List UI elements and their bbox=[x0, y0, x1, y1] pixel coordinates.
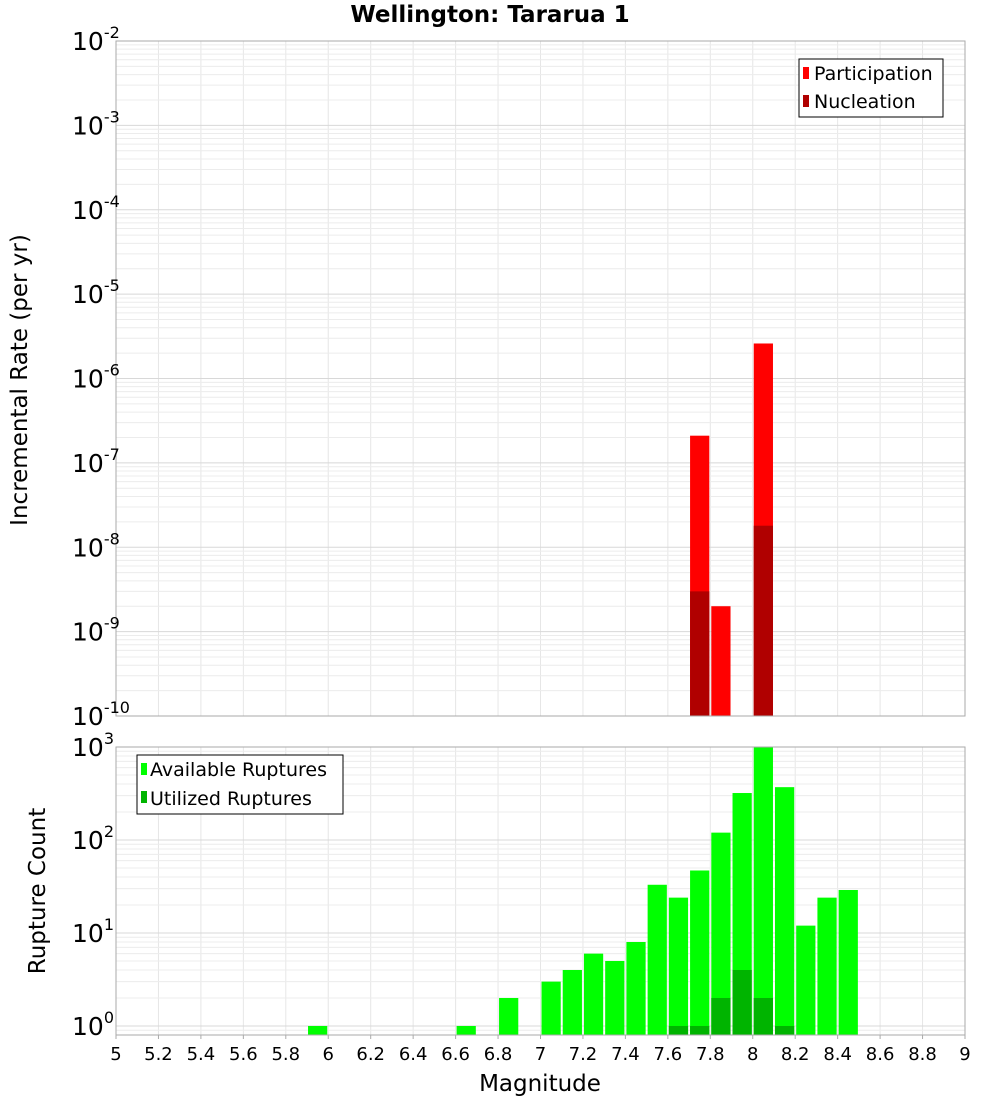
y-tick-label: 101 bbox=[72, 915, 114, 948]
x-tick-label: 9 bbox=[959, 1044, 970, 1065]
bar-available-ruptures-7_85 bbox=[711, 832, 731, 1035]
bar-available-ruptures-8_45 bbox=[838, 889, 858, 1035]
legend-label-nucleation: Nucleation bbox=[814, 91, 916, 113]
x-tick-label: 6.8 bbox=[484, 1044, 513, 1065]
y-tick-label: 10-4 bbox=[72, 192, 120, 225]
x-tick-label: 5 bbox=[110, 1044, 121, 1065]
bar-nucleation-7_75 bbox=[690, 591, 710, 716]
bar-participation-7_85 bbox=[711, 606, 731, 716]
y-tick-label: 10-8 bbox=[72, 529, 120, 562]
bar-utilized-ruptures-8_15 bbox=[774, 1025, 795, 1035]
y-tick-label: 10-3 bbox=[72, 107, 120, 140]
bottom-plot-panel: 103 102 101 100 5 5.2 5.4 5.6 5.8 6 6.2 6.4 6.6 6.8 7… bbox=[25, 729, 971, 1097]
x-tick-label: 8.4 bbox=[823, 1044, 852, 1065]
y-tick-label: 103 bbox=[72, 729, 114, 762]
x-tick-label: 8.6 bbox=[866, 1044, 895, 1065]
bar-utilized-ruptures-8_05 bbox=[753, 997, 773, 1035]
x-tick-label: 8 bbox=[747, 1044, 758, 1065]
x-axis-label: Magnitude bbox=[479, 1071, 601, 1097]
x-tick-label: 6.2 bbox=[356, 1044, 385, 1065]
y-tick-label: 10-7 bbox=[72, 445, 120, 478]
bar-available-ruptures-7_45 bbox=[626, 942, 646, 1035]
bar-available-ruptures-7_55 bbox=[647, 884, 667, 1035]
bar-available-ruptures-7_05 bbox=[541, 981, 561, 1035]
x-tick-label: 5.8 bbox=[271, 1044, 300, 1065]
bar-utilized-ruptures-7_95 bbox=[732, 969, 752, 1035]
bar-available-ruptures-8_35 bbox=[817, 897, 837, 1035]
x-tick-label: 6.6 bbox=[441, 1044, 470, 1065]
y-tick-label: 10-2 bbox=[72, 23, 120, 56]
x-tick-label: 5.6 bbox=[229, 1044, 258, 1065]
bar-available-ruptures-6_65 bbox=[456, 1025, 476, 1035]
legend-swatch-nucleation bbox=[803, 95, 809, 107]
bar-utilized-ruptures-7_85 bbox=[711, 997, 731, 1035]
bottom-legend: Available Ruptures Utilized Ruptures bbox=[136, 754, 344, 815]
chart-title: Wellington: Tararua 1 bbox=[350, 2, 629, 28]
bar-available-ruptures-5_95 bbox=[308, 1025, 328, 1035]
legend-label-available-ruptures: Available Ruptures bbox=[150, 759, 327, 781]
y-tick-label: 102 bbox=[72, 822, 114, 855]
bar-utilized-ruptures-7_65 bbox=[668, 1025, 689, 1035]
y-tick-label: 10-6 bbox=[72, 361, 120, 394]
x-tick-label: 7.2 bbox=[569, 1044, 598, 1065]
bar-available-ruptures-7_75 bbox=[690, 870, 710, 1035]
bar-available-ruptures-7_25 bbox=[583, 953, 604, 1035]
x-tick-label: 7.4 bbox=[611, 1044, 640, 1065]
bottom-y-axis-label: Rupture Count bbox=[25, 808, 51, 974]
bar-available-ruptures-7_65 bbox=[668, 897, 689, 1035]
x-tick-label: 7 bbox=[535, 1044, 546, 1065]
bar-available-ruptures-8_05 bbox=[753, 747, 773, 1035]
x-tick-label: 5.2 bbox=[144, 1044, 173, 1065]
y-tick-label: 100 bbox=[72, 1008, 114, 1041]
x-tick-label: 6 bbox=[323, 1044, 334, 1065]
x-tick-label: 8.2 bbox=[781, 1044, 810, 1065]
legend-swatch-participation bbox=[803, 67, 809, 79]
y-tick-label: 10-9 bbox=[72, 614, 120, 647]
bar-utilized-ruptures-7_75 bbox=[690, 1025, 710, 1035]
top-y-axis-label: Incremental Rate (per yr) bbox=[7, 234, 33, 526]
x-tick-label: 7.8 bbox=[696, 1044, 725, 1065]
bar-available-ruptures-8_15 bbox=[774, 787, 795, 1035]
y-tick-label: 10-10 bbox=[72, 698, 130, 731]
top-legend-box bbox=[798, 58, 944, 118]
bar-available-ruptures-7_35 bbox=[605, 960, 625, 1035]
x-tick-label: 7.6 bbox=[654, 1044, 683, 1065]
top-legend: Participation Nucleation bbox=[798, 58, 944, 118]
legend-swatch-utilized-ruptures bbox=[141, 791, 147, 803]
legend-label-participation: Participation bbox=[814, 63, 933, 85]
bottom-legend-box bbox=[136, 754, 344, 815]
top-plot-frame bbox=[115, 40, 966, 717]
x-tick-label: 5.4 bbox=[187, 1044, 216, 1065]
bar-available-ruptures-7_15 bbox=[562, 969, 582, 1035]
bar-nucleation-8_05 bbox=[753, 525, 773, 716]
legend-label-utilized-ruptures: Utilized Ruptures bbox=[150, 788, 312, 810]
x-tick-label: 6.4 bbox=[399, 1044, 428, 1065]
bar-available-ruptures-8_25 bbox=[796, 925, 816, 1035]
legend-swatch-available-ruptures bbox=[141, 763, 147, 775]
bar-available-ruptures-6_85 bbox=[499, 997, 519, 1035]
y-tick-label: 10-5 bbox=[72, 276, 120, 309]
top-plot-panel: 10-2 10-3 10-4 10-5 10-6 10-7 10-8 10-9 10-10 In… bbox=[7, 23, 966, 731]
x-tick-label: 8.8 bbox=[908, 1044, 937, 1065]
